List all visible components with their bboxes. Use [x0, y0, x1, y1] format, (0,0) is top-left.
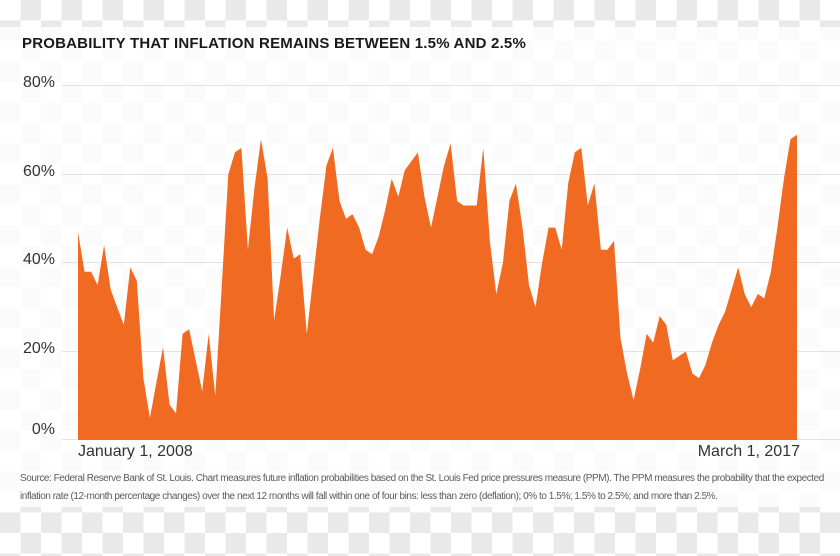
y-tick-label-60: 60%: [22, 162, 55, 180]
gridline-80: [62, 85, 840, 86]
x-axis: January 1, 2008 March 1, 2017: [78, 443, 800, 461]
y-tick-label-20: 20%: [22, 339, 55, 357]
x-axis-start-label: January 1, 2008: [78, 443, 193, 460]
y-tick-label-80: 80%: [22, 74, 55, 91]
y-tick-label-40: 40%: [22, 251, 55, 268]
source-note: Source: Federal Reserve Bank of St. Loui…: [20, 473, 824, 502]
chart-title: PROBABILITY THAT INFLATION REMAINS BETWE…: [22, 35, 527, 52]
x-axis-end-label: March 1, 2017: [697, 443, 800, 460]
y-tick-label-0: 0%: [31, 421, 55, 438]
probability-area-series: [78, 134, 797, 440]
area-polygon: [78, 134, 797, 440]
